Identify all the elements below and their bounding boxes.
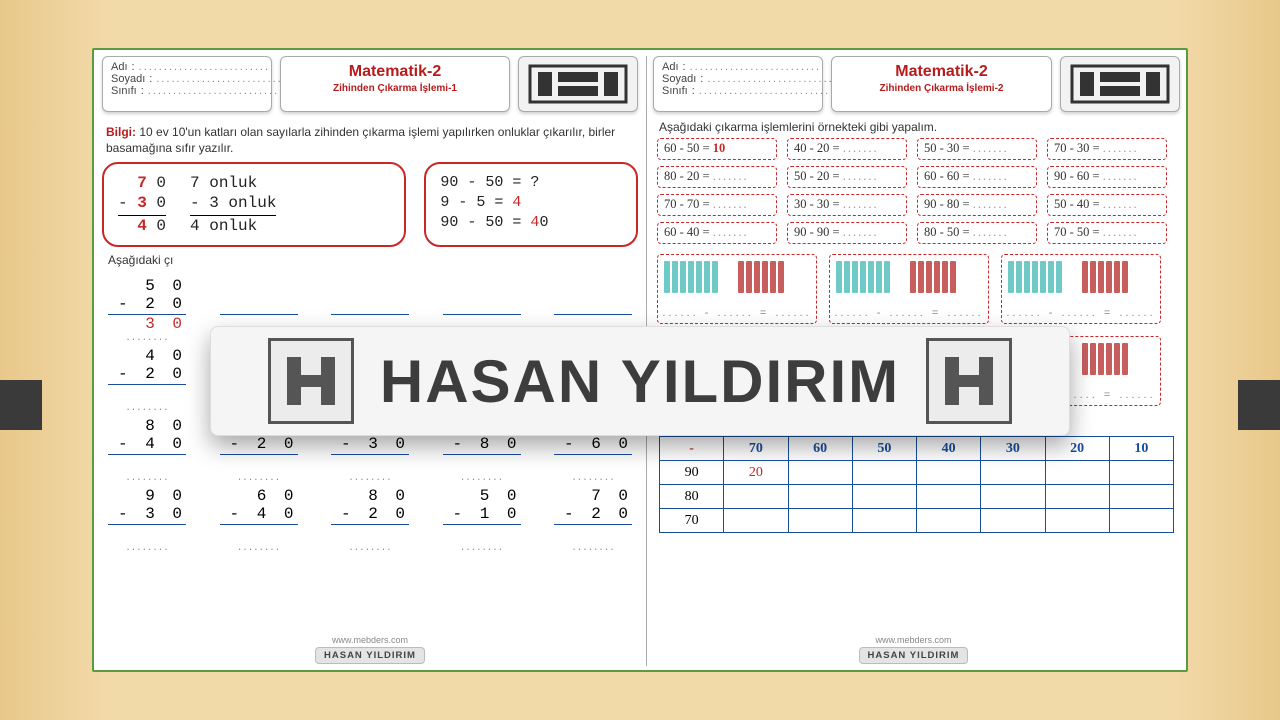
- subtraction-problem: 8 0- 2 0 ........: [331, 487, 409, 553]
- identity-box: Adı: .......................... Soyadı: …: [102, 56, 272, 112]
- horizontal-problem: 80 - 20 = .......: [657, 166, 777, 188]
- tens-bundle: ...... - ...... = ......: [1001, 254, 1161, 324]
- logo-icon: [528, 64, 628, 104]
- horizontal-problem: 70 - 70 = .......: [657, 194, 777, 216]
- watermark-logo-icon: [268, 338, 354, 424]
- instruction-1: Aşağıdaki çı: [108, 253, 632, 267]
- instruction-2: Aşağıdaki çıkarma işlemlerini örnekteki …: [659, 120, 1174, 134]
- footer-tag: HASAN YILDIRIM: [315, 647, 425, 664]
- footer-tag: HASAN YILDIRIM: [859, 647, 969, 664]
- horizontal-problem: 70 - 30 = .......: [1047, 138, 1167, 160]
- subtraction-problem: 4 0- 2 0 ........: [108, 347, 186, 413]
- logo-box: [518, 56, 638, 112]
- info-text: Bilgi: 10 ev 10'un katları olan sayılarl…: [106, 124, 634, 156]
- subtraction-problem: 7 0- 2 0 ........: [554, 487, 632, 553]
- logo-icon: [1070, 64, 1170, 104]
- identity-box: Adı: .......................... Soyadı: …: [653, 56, 823, 112]
- slide-nav-next[interactable]: [1238, 380, 1280, 430]
- watermark-logo-icon: [926, 338, 1012, 424]
- example-box-b: 90 - 50 = ? 9 - 5 = 4 90 - 50 = 40: [424, 162, 638, 247]
- horizontal-problem: 40 - 20 = .......: [787, 138, 907, 160]
- subtraction-table: -7060504030201090208070: [659, 436, 1174, 533]
- horizontal-problem: 50 - 30 = .......: [917, 138, 1037, 160]
- horizontal-problem: 90 - 80 = .......: [917, 194, 1037, 216]
- subtraction-problem: 5 0- 1 0 ........: [443, 487, 521, 553]
- watermark-overlay: HASAN YILDIRIM: [210, 326, 1070, 436]
- watermark-text: HASAN YILDIRIM: [380, 347, 900, 416]
- title-main: Matematik-2: [285, 63, 505, 81]
- title-box: Matematik-2 Zihinden Çıkarma İşlemi-2: [831, 56, 1052, 112]
- horizontal-problem: 50 - 40 = .......: [1047, 194, 1167, 216]
- horizontal-problem: 70 - 50 = .......: [1047, 222, 1167, 244]
- footer: www.mebders.com HASAN YILDIRIM: [647, 635, 1180, 664]
- subtraction-problem: 5 0- 2 03 0........: [108, 277, 186, 343]
- horizontal-problem: 90 - 90 = .......: [787, 222, 907, 244]
- subtraction-problem: 9 0- 3 0 ........: [108, 487, 186, 553]
- horizontal-problem: 50 - 20 = .......: [787, 166, 907, 188]
- horizontal-problem: 60 - 60 = .......: [917, 166, 1037, 188]
- logo-box: [1060, 56, 1180, 112]
- footer: www.mebders.com HASAN YILDIRIM: [102, 635, 638, 664]
- title-sub: Zihinden Çıkarma İşlemi-1: [285, 83, 505, 94]
- slide-nav-prev[interactable]: [0, 380, 42, 430]
- horizontal-problems: 60 - 50 = 10 40 - 20 = ....... 50 - 30 = .…: [657, 138, 1176, 244]
- horizontal-problem: 30 - 30 = .......: [787, 194, 907, 216]
- title-box: Matematik-2 Zihinden Çıkarma İşlemi-1: [280, 56, 510, 112]
- horizontal-problem: 90 - 60 = .......: [1047, 166, 1167, 188]
- subtraction-problem: 6 0- 4 0 ........: [220, 487, 298, 553]
- label-class: Sınıfı: [111, 85, 137, 97]
- subtraction-problem: 8 0- 4 0 ........: [108, 417, 186, 483]
- tens-bundle: ...... - ...... = ......: [829, 254, 989, 324]
- tens-bundle: ...... - ...... = ......: [657, 254, 817, 324]
- label-name: Adı: [111, 61, 128, 73]
- horizontal-problem: 60 - 50 = 10: [657, 138, 777, 160]
- label-surname: Soyadı: [111, 73, 145, 85]
- example-box-a: 7 0 - 3 0 4 0 7 onluk - 3 onluk 4 onluk: [102, 162, 406, 247]
- horizontal-problem: 60 - 40 = .......: [657, 222, 777, 244]
- horizontal-problem: 80 - 50 = .......: [917, 222, 1037, 244]
